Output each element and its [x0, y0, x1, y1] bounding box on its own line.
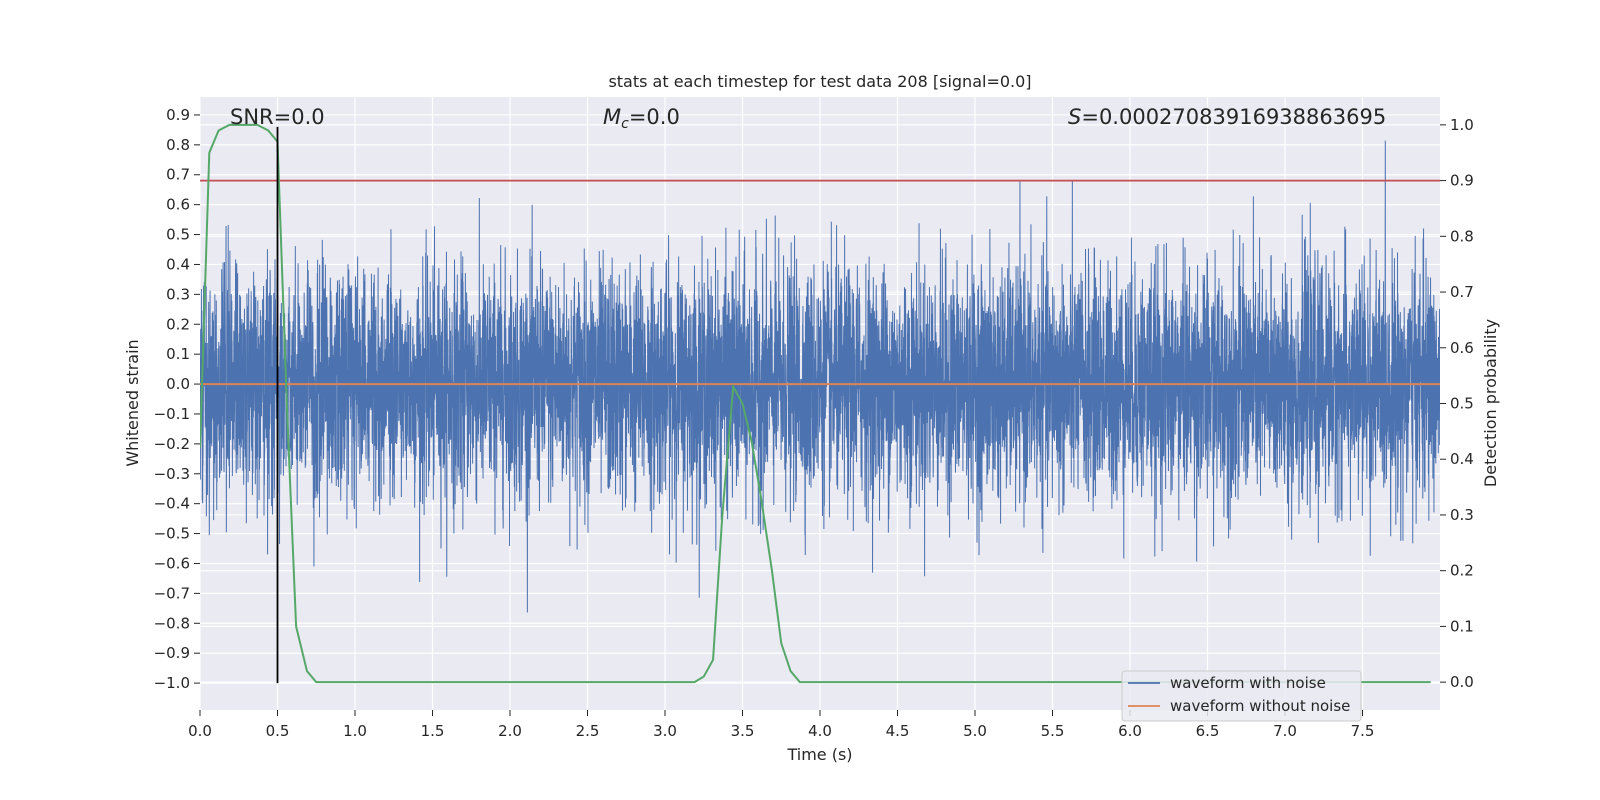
y-axis-left: 0.9 0.8 0.7 0.6 0.5 0.4 0.3 0.2 0.1 0.0 −0.1 −0.2 −0…	[154, 106, 200, 692]
y-axis-right: 1.0 0.9 0.8 0.7 0.6 0.5 0.4 0.3 0.2 0.1 0.0	[1440, 116, 1474, 691]
overlay-series	[200, 123, 1440, 684]
x-tick-label: 7.0	[1273, 722, 1297, 740]
y-tick-label: −0.3	[154, 465, 190, 483]
y-tick-label: 0.9	[166, 106, 190, 124]
x-axis-label: Time (s)	[786, 745, 852, 764]
y2-tick-label: 0.5	[1450, 395, 1474, 413]
x-tick-label: 3.5	[731, 722, 755, 740]
x-axis: 0.0 0.5 1.0 1.5 2.0 2.5 3.0 3.5 4.0 4.5 5.0 5.5 6.0 6…	[188, 710, 1374, 740]
y2-tick-label: 0.2	[1450, 562, 1474, 580]
legend-label-waveform-without-noise: waveform without noise	[1170, 697, 1350, 715]
y-tick-label: 0.8	[166, 136, 190, 154]
y-tick-label: −0.1	[154, 405, 190, 423]
y-tick-label: −0.6	[154, 554, 190, 572]
y2-tick-label: 0.0	[1450, 673, 1474, 691]
x-tick-label: 1.0	[343, 722, 367, 740]
y-tick-label: 0.0	[166, 375, 190, 393]
snr-annotation: SNR=0.0	[230, 105, 325, 129]
x-tick-label: 4.0	[808, 722, 832, 740]
y2-tick-label: 0.1	[1450, 617, 1474, 635]
x-tick-label: 5.5	[1041, 722, 1065, 740]
s-symbol: S	[1068, 105, 1081, 129]
x-tick-label: 4.5	[886, 722, 910, 740]
y2-tick-label: 1.0	[1450, 116, 1474, 134]
y-tick-label: 0.1	[166, 345, 190, 363]
y2-tick-label: 0.9	[1450, 172, 1474, 190]
y-tick-label: 0.2	[166, 315, 190, 333]
y2-tick-label: 0.3	[1450, 506, 1474, 524]
legend-box	[1121, 670, 1362, 722]
y-tick-label: −0.8	[154, 614, 190, 632]
y-tick-label: −0.7	[154, 584, 190, 602]
chart-title: stats at each timestep for test data 208…	[608, 72, 1031, 91]
y-tick-label: 0.3	[166, 285, 190, 303]
x-tick-label: 6.5	[1196, 722, 1220, 740]
x-tick-label: 2.0	[498, 722, 522, 740]
y-tick-label: 0.7	[166, 166, 190, 184]
y2-axis-label: Detection probability	[1481, 319, 1500, 487]
y-axis-label: Whitened strain	[123, 339, 142, 466]
y-tick-label: −0.5	[154, 525, 190, 543]
x-tick-label: 5.0	[963, 722, 987, 740]
x-tick-label: 2.5	[576, 722, 600, 740]
y2-tick-label: 0.4	[1450, 450, 1474, 468]
legend-label-waveform-with-noise: waveform with noise	[1170, 674, 1326, 692]
mc-value: =0.0	[629, 105, 680, 129]
y2-tick-label: 0.7	[1450, 283, 1474, 301]
x-tick-label: 0.0	[188, 722, 212, 740]
x-tick-label: 3.0	[653, 722, 677, 740]
mc-symbol: M	[603, 105, 621, 129]
mc-annotation: Mc=0.0	[603, 105, 680, 132]
x-tick-label: 0.5	[266, 722, 290, 740]
s-annotation: S=0.00027083916938863695	[1068, 105, 1386, 129]
series-detection-probability	[200, 123, 1431, 684]
noise-series	[200, 140, 1440, 613]
y-tick-label: −0.9	[154, 644, 190, 662]
x-tick-label: 7.5	[1351, 722, 1375, 740]
y-tick-label: 0.4	[166, 255, 190, 273]
mc-subscript: c	[621, 116, 629, 132]
legend: waveform with noise waveform without noi…	[1121, 670, 1362, 722]
y-tick-label: 0.5	[166, 226, 190, 244]
y-tick-label: −1.0	[154, 674, 190, 692]
series-waveform-with-noise	[200, 140, 1440, 613]
y-tick-label: −0.4	[154, 495, 190, 513]
x-tick-label: 1.5	[421, 722, 445, 740]
y-tick-label: 0.6	[166, 196, 190, 214]
x-tick-label: 6.0	[1118, 722, 1142, 740]
y2-tick-label: 0.8	[1450, 227, 1474, 245]
y2-tick-label: 0.6	[1450, 339, 1474, 357]
y-tick-label: −0.2	[154, 435, 190, 453]
s-value: =0.00027083916938863695	[1081, 105, 1386, 129]
